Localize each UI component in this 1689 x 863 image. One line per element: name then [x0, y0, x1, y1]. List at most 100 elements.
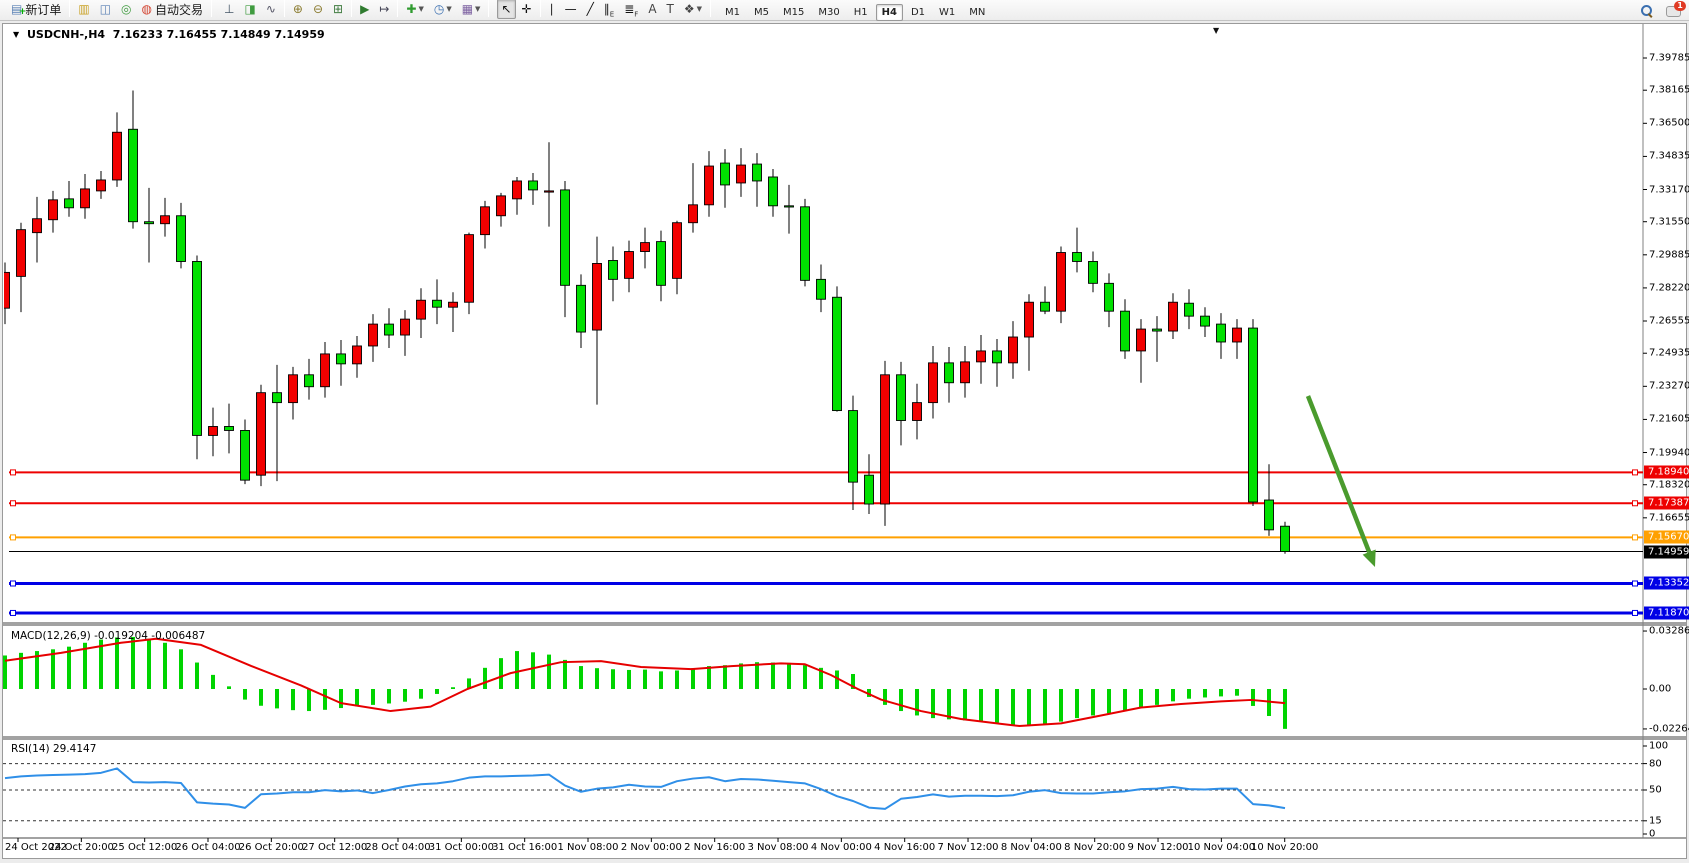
crosshair-button[interactable]: ✛ — [518, 0, 536, 19]
candle — [1136, 319, 1146, 383]
cursor-button[interactable]: ↖ — [497, 0, 516, 20]
autotrading-button[interactable]: ◍ 自动交易 — [138, 0, 208, 19]
templates-button[interactable]: ▦ ▼ — [458, 0, 485, 19]
macd-hist-bar — [1203, 689, 1207, 698]
timeframe-mn-button[interactable]: MN — [969, 6, 986, 18]
axis-tick-label: 7.38165 — [1649, 84, 1689, 96]
macd-pane[interactable] — [3, 636, 1287, 729]
bar-chart-button[interactable]: ⊥ — [220, 0, 238, 19]
chart-window[interactable]: ▼ USDCNH-,H4 7.16233 7.16455 7.14849 7.1… — [2, 23, 1689, 859]
toolbar-separator — [488, 0, 490, 18]
time-axis-label: 24 Oct 2022 — [5, 842, 67, 853]
candlestick-chart-button[interactable]: ◨ — [240, 0, 259, 19]
macd-hist-bar — [147, 638, 151, 689]
line-handle[interactable] — [10, 580, 16, 587]
line-handle[interactable] — [1632, 500, 1638, 507]
timeframe-m5-button[interactable]: M5 — [754, 6, 770, 18]
hline-7.17387[interactable] — [9, 500, 1643, 507]
macd-hist-bar — [1155, 689, 1159, 705]
time-axis-label: 27 Oct 12:00 — [302, 842, 368, 853]
time-axis-label: 9 Nov 12:00 — [1127, 842, 1189, 853]
vertical-line-button[interactable]: ∣ — [545, 0, 559, 19]
macd-hist-bar — [659, 671, 663, 689]
candle — [672, 220, 682, 295]
candle — [1184, 289, 1194, 330]
horizontal-line-button[interactable]: — — [561, 0, 581, 19]
candle — [512, 176, 522, 215]
macd-hist-bar — [1235, 689, 1239, 696]
market-watch-button[interactable]: ▥ — [74, 0, 93, 19]
candle — [528, 173, 538, 205]
zoom-in-button[interactable]: ⊕ — [289, 0, 307, 19]
macd-hist-bar — [435, 689, 439, 694]
axis-tick-label: 7.18320 — [1649, 479, 1689, 491]
timeframe-m1-button[interactable]: M1 — [725, 6, 741, 18]
candle — [128, 90, 138, 229]
line-handle[interactable] — [1632, 534, 1638, 541]
macd-hist-bar — [1139, 689, 1143, 709]
timeframe-w1-button[interactable]: W1 — [939, 6, 956, 18]
timeframe-m30-button[interactable]: M30 — [818, 6, 840, 18]
hline-7.18940[interactable] — [9, 469, 1643, 476]
rsi-pane[interactable] — [3, 763, 1643, 822]
hline-7.11870[interactable] — [9, 609, 1643, 616]
macd-hist-bar — [323, 689, 327, 710]
new-order-button[interactable]: ▤ + 新订单 — [7, 0, 65, 19]
candle — [720, 149, 730, 208]
main-price-pane[interactable] — [3, 90, 1643, 616]
search-icon[interactable] — [1641, 4, 1653, 18]
axis-tick-label: 7.31550 — [1649, 216, 1689, 228]
line-handle[interactable] — [1632, 580, 1638, 587]
candlestick-chart-icon: ◨ — [244, 2, 256, 17]
hline-7.15670[interactable] — [9, 534, 1643, 541]
macd-hist-bar — [67, 646, 71, 689]
text-button[interactable]: A — [644, 0, 660, 19]
macd-hist-bar — [547, 654, 551, 689]
caret-down-icon: ▼ — [696, 5, 703, 14]
fibonacci-button[interactable]: ≣F — [620, 2, 642, 22]
zoom-out-button[interactable]: ⊖ — [309, 0, 327, 19]
caret-down-icon: ▼ — [475, 5, 481, 14]
templates-icon: ▦ — [461, 2, 474, 17]
macd-hist-bar — [771, 662, 775, 689]
line-chart-button[interactable]: ∿ — [262, 0, 280, 19]
macd-hist-bar — [211, 674, 215, 689]
equidistant-channel-button[interactable]: ∥E — [600, 2, 618, 22]
hline-7.13352[interactable] — [9, 580, 1643, 587]
timeframe-m15-button[interactable]: M15 — [783, 6, 805, 18]
indicators-button[interactable]: ✚ ▼ — [402, 0, 427, 19]
chart-symbol: USDCNH-,H4 — [27, 28, 106, 41]
macd-hist-bar — [851, 674, 855, 689]
chart-canvas[interactable] — [3, 24, 1686, 858]
line-handle[interactable] — [10, 609, 16, 616]
chat-icon[interactable]: 1 — [1666, 1, 1686, 17]
timeframe-h4-button[interactable]: H4 — [875, 3, 903, 21]
line-handle[interactable] — [1632, 609, 1638, 616]
arrows-button[interactable]: ❖ ▼ — [680, 0, 706, 19]
data-window-button[interactable]: ◫ — [96, 0, 115, 19]
time-axis-label: 26 Oct 20:00 — [238, 842, 304, 853]
periods-button[interactable]: ◷ ▼ — [430, 0, 456, 19]
chart-menu-arrow-icon[interactable]: ▼ — [13, 30, 20, 39]
line-handle[interactable] — [10, 469, 16, 476]
macd-hist-bar — [243, 689, 247, 700]
down-arrow-annotation[interactable] — [1305, 395, 1376, 567]
navigator-button[interactable]: ◎ — [117, 0, 135, 19]
tile-windows-button[interactable]: ⊞ — [329, 0, 347, 19]
timeframe-d1-button[interactable]: D1 — [910, 6, 926, 18]
axis-tick-label: 7.29885 — [1649, 249, 1689, 261]
new-order-icon: ▤ + — [11, 2, 27, 18]
chart-shift-icon: ↦ — [379, 2, 390, 17]
trendline-button[interactable]: ╱ — [583, 0, 598, 19]
auto-scroll-button[interactable]: ▶ — [356, 0, 373, 19]
candle — [608, 246, 618, 302]
timeframe-h1-button[interactable]: H1 — [853, 6, 868, 18]
auto-scroll-icon: ▶ — [360, 2, 370, 17]
text-label-button[interactable]: T — [663, 0, 678, 19]
line-handle[interactable] — [10, 534, 16, 541]
line-handle[interactable] — [10, 500, 16, 507]
chart-shift-button[interactable]: ↦ — [375, 0, 393, 19]
time-axis-label: 31 Oct 00:00 — [428, 842, 494, 853]
candle — [1120, 299, 1130, 359]
line-handle[interactable] — [1632, 469, 1638, 476]
